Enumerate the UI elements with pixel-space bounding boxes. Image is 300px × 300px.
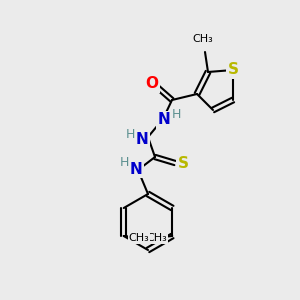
Text: S: S — [227, 62, 239, 77]
Text: H: H — [119, 155, 129, 169]
Text: CH₃: CH₃ — [147, 233, 167, 243]
Text: S: S — [178, 157, 188, 172]
Text: O: O — [146, 76, 158, 92]
Text: N: N — [130, 161, 142, 176]
Text: H: H — [171, 109, 181, 122]
Text: N: N — [158, 112, 170, 128]
Text: H: H — [125, 128, 135, 142]
Text: CH₃: CH₃ — [193, 34, 213, 44]
Text: N: N — [136, 131, 148, 146]
Text: CH₃: CH₃ — [128, 233, 149, 243]
